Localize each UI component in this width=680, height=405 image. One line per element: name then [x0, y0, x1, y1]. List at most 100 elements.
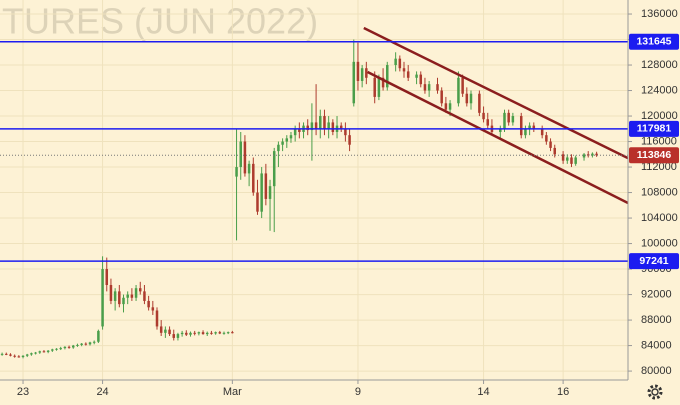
candle-body — [51, 349, 54, 351]
candle-body — [30, 353, 33, 355]
candle-body — [147, 300, 150, 308]
candle-body — [327, 122, 330, 129]
candle-body — [42, 351, 46, 353]
candle-body — [377, 77, 381, 97]
candle-body — [63, 346, 67, 349]
candle-body — [97, 330, 100, 342]
candle-body — [436, 84, 439, 91]
candle-body — [511, 116, 515, 123]
level-box — [629, 33, 679, 50]
candle-body — [310, 122, 314, 131]
candle-body — [252, 163, 255, 193]
candle-body — [528, 125, 531, 129]
candle-body — [281, 141, 284, 145]
candle-body — [218, 332, 222, 334]
candle-body — [507, 112, 510, 123]
candle-body — [201, 332, 205, 335]
candle-body — [402, 68, 406, 72]
candle-body — [235, 167, 238, 177]
x-tick-label: 14 — [477, 386, 489, 398]
candle-body — [285, 138, 289, 142]
candle-body — [570, 157, 573, 164]
candle-body — [306, 125, 309, 131]
candle-body — [566, 157, 569, 161]
candle-body — [381, 77, 385, 88]
candle-body — [67, 346, 71, 348]
candle-body — [574, 157, 577, 164]
candle-body — [465, 93, 469, 104]
candle-body — [72, 345, 75, 348]
candle-body — [176, 334, 180, 338]
candle-body — [319, 116, 322, 129]
settings-icon[interactable] — [647, 384, 663, 400]
level-label: 117981 — [637, 123, 672, 135]
candle-body — [423, 84, 427, 91]
candle-body — [415, 74, 418, 78]
candle-body — [9, 354, 12, 356]
candle-body — [486, 119, 490, 126]
candle-body — [105, 269, 109, 285]
y-tick-label: 128000 — [641, 59, 678, 71]
candle-body — [444, 103, 448, 110]
y-tick-label: 80000 — [641, 365, 672, 377]
y-tick-label: 104000 — [641, 212, 678, 224]
candle-body — [360, 68, 364, 81]
candle-body — [222, 332, 226, 334]
candle-body — [256, 192, 259, 212]
candle-body — [344, 128, 347, 136]
axes: 8000084000880009200096000100000104000108… — [17, 8, 679, 398]
candle-body — [189, 332, 192, 335]
candle-body — [21, 355, 25, 358]
candle-body — [214, 332, 217, 334]
candle-body — [231, 332, 234, 334]
candle-body — [38, 351, 42, 353]
candle-body — [260, 173, 263, 212]
candle-body — [122, 297, 125, 305]
candle-body — [427, 84, 431, 91]
last-price-label: 113846 — [637, 149, 672, 161]
y-tick-label: 100000 — [641, 237, 678, 249]
candle-body — [419, 74, 423, 85]
candle-body — [13, 355, 16, 357]
candle-body — [59, 348, 62, 350]
candle-body — [352, 61, 356, 104]
candle-body — [549, 141, 552, 148]
y-tick-label: 92000 — [641, 288, 672, 300]
channel-line — [367, 70, 628, 205]
candle-body — [532, 125, 536, 129]
candle-body — [210, 332, 213, 334]
candle-body — [331, 122, 335, 132]
gear-teeth — [647, 384, 663, 400]
candle-body — [482, 112, 485, 120]
y-tick-label: 108000 — [641, 186, 678, 198]
plot-area — [0, 26, 628, 359]
candle-body — [398, 58, 402, 69]
candle-body — [193, 332, 196, 334]
candle-body — [0, 353, 4, 355]
level-box — [629, 120, 679, 137]
candle-body — [553, 147, 556, 155]
candle-body — [356, 61, 360, 81]
candle-body — [519, 116, 523, 136]
candle-body — [277, 144, 280, 152]
candle-body — [499, 128, 502, 132]
candle-body — [76, 344, 79, 346]
candle-body — [25, 354, 29, 356]
candle-body — [406, 71, 410, 78]
candle-body — [457, 77, 460, 104]
level-box — [629, 253, 679, 270]
candle-body — [298, 128, 301, 132]
y-tick-label: 116000 — [641, 135, 677, 147]
y-tick-label: 112000 — [641, 161, 677, 173]
candle-body — [109, 285, 113, 301]
candle-body — [168, 329, 171, 335]
candle-body — [478, 93, 481, 113]
candle-body — [55, 348, 58, 350]
candle-body — [5, 353, 8, 355]
candle-body — [84, 343, 88, 345]
candle-body — [561, 154, 565, 161]
candle-body — [46, 350, 50, 352]
candle-body — [348, 135, 351, 145]
candle-body — [448, 103, 452, 110]
